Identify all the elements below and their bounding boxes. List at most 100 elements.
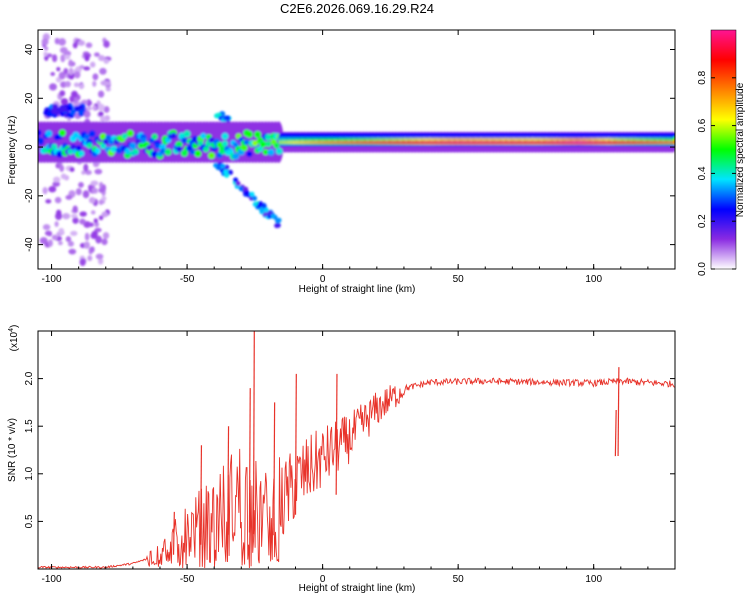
- spectrogram-y-tick-label: 40: [24, 44, 35, 56]
- spectrogram-band-cell: [170, 132, 177, 139]
- spectrogram-branch-cell: [244, 190, 250, 196]
- snr-spike: [252, 331, 255, 535]
- spectrogram-noise-cell: [84, 232, 90, 241]
- colorbar-tick-label: 0.6: [697, 118, 708, 132]
- spectrogram-noise-cell: [43, 46, 49, 51]
- spectrogram-band-cell: [121, 133, 128, 140]
- spectrogram-branch-cell: [223, 169, 229, 175]
- spectrogram-noise-cell: [70, 213, 78, 218]
- spectrogram-band-cell: [240, 144, 248, 152]
- snr-plot-area: [38, 331, 675, 569]
- spectrogram-branch-cell: [249, 191, 255, 197]
- spectrogram-noise-cell: [98, 90, 105, 98]
- spectrogram-noise-cell: [103, 58, 110, 64]
- snr-x-tick-label: 0: [320, 574, 326, 585]
- spectrogram-noise-cell: [41, 38, 49, 46]
- spectrogram-band-cell: [129, 142, 137, 150]
- spectrogram-noise-cell: [60, 98, 69, 106]
- spectrogram-band-cell: [219, 145, 226, 152]
- spectrogram-noise-cell: [72, 217, 79, 224]
- spectrogram-band-cell: [221, 132, 229, 140]
- spectrogram-noise-cell: [70, 230, 78, 236]
- spectrogram-harmonic-cell: [59, 106, 66, 113]
- spectrogram-band-cell: [200, 132, 207, 139]
- spectrogram-noise-cell: [97, 103, 105, 112]
- snr-spike: [172, 511, 175, 555]
- spectrogram-band-core: [672, 140, 675, 145]
- spectrogram-noise-cell: [105, 86, 111, 92]
- spectrogram-noise-cell: [59, 46, 68, 54]
- colorbar: [710, 29, 737, 270]
- spectrogram-noise-cell: [79, 258, 86, 267]
- spectrogram-band-cell: [126, 129, 134, 137]
- spectrogram-band-cell: [243, 139, 250, 146]
- spectrogram-noise-cell: [54, 221, 59, 228]
- spectrogram-noise-cell: [72, 205, 78, 213]
- spectrogram-noise-cell: [85, 42, 93, 48]
- spectrogram-noise-cell: [42, 187, 48, 195]
- spectrogram-branch-cell: [270, 213, 276, 219]
- spectrogram-noise-cell: [89, 246, 95, 253]
- spectrogram-band-cell: [138, 142, 144, 149]
- spectrogram-band-cell: [56, 150, 64, 158]
- spectrogram-noise-cell: [62, 212, 71, 220]
- spectrogram-branch-cell: [274, 223, 280, 229]
- snr-x-label: Height of straight line (km): [299, 583, 416, 594]
- spectrogram-noise-cell: [87, 255, 93, 262]
- spectrogram-noise-cell: [65, 236, 72, 243]
- spectrogram-noise-cell: [101, 238, 108, 246]
- spectrogram-noise-cell: [59, 90, 66, 97]
- spectrogram-band-cell: [265, 141, 272, 147]
- snr-spike: [335, 373, 338, 495]
- snr-spike: [294, 373, 297, 515]
- spectrogram-noise-cell: [68, 67, 74, 76]
- spectrogram-branch-cell: [275, 218, 281, 224]
- spectrogram-band-cell: [232, 152, 240, 160]
- spectrogram-noise-cell: [75, 188, 82, 196]
- spectrogram-noise-cell: [44, 230, 53, 236]
- spectrogram-branch-cell: [259, 207, 264, 213]
- spectrogram-band-cell: [88, 130, 96, 138]
- snr-spike: [273, 402, 276, 536]
- spectrogram-x-tick-label: 100: [585, 274, 602, 285]
- snr-spike: [614, 410, 617, 457]
- spectrogram-noise-cell: [55, 209, 62, 217]
- snr-spike: [200, 445, 203, 545]
- spectrogram-band-cell: [38, 129, 42, 137]
- spectrogram-band-cell: [105, 134, 112, 141]
- spectrogram-y-tick-label: 0: [24, 144, 35, 150]
- spectrogram-x-tick-label: -100: [42, 274, 62, 285]
- spectrogram-noise-cell: [83, 163, 89, 172]
- spectrogram-y-tick-label: 20: [24, 92, 35, 104]
- spectrogram-band-cell: [124, 148, 131, 154]
- spectrogram-x-tick-label: 50: [453, 274, 465, 285]
- spectrogram-noise-cell: [73, 82, 80, 88]
- spectrogram-noise-cell: [58, 71, 66, 80]
- spectrogram-noise-cell: [79, 218, 86, 225]
- spectrogram-x-label: Height of straight line (km): [299, 284, 416, 295]
- spectrogram-noise-cell: [49, 83, 57, 91]
- snr-series-line: [38, 377, 675, 569]
- snr-y-tick-label: 1.5: [24, 419, 35, 433]
- spectrogram-noise-cell: [73, 97, 78, 103]
- spectrogram-band-cell: [132, 148, 139, 155]
- colorbar-tick-label: 0.0: [697, 262, 708, 276]
- spectrogram-harmonic-cell: [66, 105, 73, 111]
- snr-spike: [248, 388, 251, 533]
- spectrogram-branch-cell: [257, 201, 263, 207]
- spectrogram-noise-cell: [47, 239, 53, 247]
- spectrogram-noise-cell: [90, 232, 98, 240]
- spectrogram-band-cell: [183, 130, 191, 138]
- spectrogram-noise-cell: [88, 222, 94, 227]
- spectrogram-noise-cell: [101, 196, 107, 201]
- spectrogram-noise-cell: [79, 83, 85, 89]
- spectrogram-band-cell: [208, 152, 215, 160]
- spectrogram-frame: [37, 29, 676, 270]
- spectrogram-noise-cell: [90, 210, 96, 215]
- spectrogram-branch-cell: [224, 115, 231, 121]
- spectrogram-noise-cell: [83, 110, 91, 118]
- spectrogram-band-cell: [273, 142, 280, 149]
- spectrogram-noise-cell: [98, 111, 104, 117]
- spectrogram-band-cell: [72, 131, 80, 139]
- spectrogram-band-cell: [175, 141, 183, 149]
